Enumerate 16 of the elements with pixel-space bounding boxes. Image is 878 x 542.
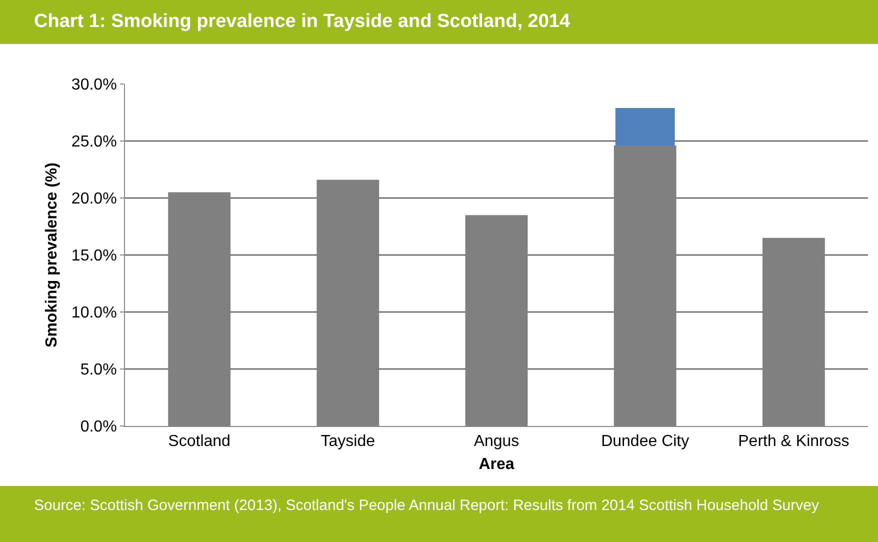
x-axis-title: Area	[478, 456, 514, 473]
y-axis-title: Smoking prevalence (%)	[43, 162, 60, 348]
y-tick-label: 10.0%	[71, 304, 117, 322]
y-tick-label: 25.0%	[71, 134, 117, 151]
x-tick-label: Scotland	[168, 433, 230, 450]
source-note: Source: Scottish Government (2013), Scotland's People Annual Report: Results from 2014 Scottish Household Survey	[0, 486, 878, 542]
x-tick-label: Angus	[474, 433, 520, 450]
y-tick-label: 5.0%	[80, 362, 117, 379]
y-tick-label: 15.0%	[71, 248, 117, 265]
chart-title: Chart 1: Smoking prevalence in Tayside and Scotland, 2014	[0, 0, 878, 44]
y-tick-label: 30.0%	[71, 76, 117, 94]
y-tick-label: 0.0%	[80, 418, 117, 436]
x-tick-label: Dundee City	[601, 433, 690, 450]
y-tick-label: 20.0%	[71, 190, 117, 208]
x-tick-label: Tayside	[320, 433, 376, 450]
x-tick-label: Perth & Kinross	[738, 433, 850, 450]
